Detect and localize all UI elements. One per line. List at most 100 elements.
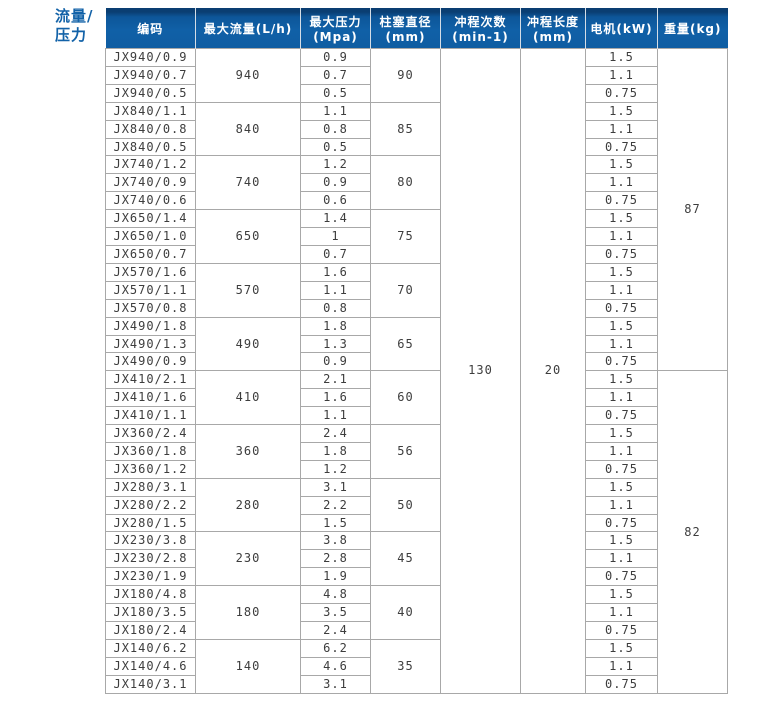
flow-cell: 230	[195, 531, 301, 587]
flow-cell: 940	[195, 48, 301, 103]
column-header-label: 冲程次数	[454, 14, 507, 29]
pressure-cell: 1.3	[300, 334, 371, 354]
motor-cell: 1.5	[585, 262, 658, 282]
header-row: 编码 最大流量(L/h) 最大压力 (Mpa) 柱塞直径 (mm) 冲程次数 (min-1) 冲…	[105, 8, 728, 49]
motor-cell: 1.1	[585, 549, 658, 569]
motor-cell: 0.75	[585, 137, 658, 157]
diameter-cell: 75	[370, 209, 441, 264]
code-cell: JX140/3.1	[105, 674, 196, 694]
column-header-label: 电机(kW)	[590, 21, 653, 36]
flow-cell: 140	[195, 638, 301, 694]
pressure-cell: 3.1	[300, 477, 371, 497]
pressure-cell: 2.2	[300, 495, 371, 515]
table-row: JX410/2.1 410 2.1 60 1.5 82	[105, 370, 728, 694]
table-row: JX180/4.8 180 4.8 40 1.5	[105, 585, 728, 640]
diameter-cell: 40	[370, 585, 441, 640]
code-cell: JX940/0.7	[105, 65, 196, 85]
column-header-0: 编码	[105, 8, 196, 49]
column-header-sub: (mm)	[385, 29, 426, 44]
table-body: JX940/0.9 940 0.9 90 130 20 1.5 87 JX940/0.7 0.7 1…	[105, 47, 728, 694]
table-row: JX180/2.4 2.4 0.75	[105, 621, 728, 640]
code-cell: JX140/4.6	[105, 656, 196, 676]
table-row: JX360/2.4 360 2.4 56 1.5	[105, 424, 728, 479]
code-cell: JX490/1.8	[105, 316, 196, 336]
motor-cell: 0.75	[585, 83, 658, 103]
code-cell: JX230/3.8	[105, 531, 196, 551]
weight-cell: 82	[657, 370, 728, 694]
pressure-cell: 3.1	[300, 674, 371, 694]
pressure-cell: 1.8	[300, 441, 371, 461]
table-row: JX740/0.9 0.9 1.1	[105, 173, 728, 193]
column-header-label: 编码	[137, 21, 164, 36]
pressure-cell: 0.9	[300, 48, 371, 67]
code-cell: JX740/0.6	[105, 191, 196, 211]
code-cell: JX410/1.1	[105, 406, 196, 426]
column-header-7: 重量(kg)	[657, 8, 728, 49]
pressure-cell: 6.2	[300, 638, 371, 658]
motor-cell: 0.75	[585, 406, 658, 426]
pressure-cell: 1.2	[300, 459, 371, 479]
table-row: JX230/1.9 1.9 0.75	[105, 567, 728, 587]
column-header-sub: (min-1)	[452, 29, 509, 44]
diameter-cell: 45	[370, 531, 441, 587]
table-row: JX360/1.8 1.8 1.1	[105, 441, 728, 461]
code-cell: JX840/1.1	[105, 101, 196, 121]
flow-cell: 840	[195, 101, 301, 157]
pressure-cell: 0.5	[300, 137, 371, 157]
pressure-cell: 0.9	[300, 173, 371, 193]
pressure-cell: 1.1	[300, 101, 371, 121]
code-cell: JX940/0.5	[105, 83, 196, 103]
code-cell: JX180/4.8	[105, 585, 196, 605]
motor-cell: 0.75	[585, 621, 658, 640]
flow-pressure-label-line2: 压力	[55, 26, 88, 44]
code-cell: JX410/1.6	[105, 388, 196, 408]
code-cell: JX490/0.9	[105, 352, 196, 372]
column-header-sub: (mm)	[533, 29, 573, 44]
code-cell: JX180/3.5	[105, 603, 196, 622]
code-cell: JX360/1.2	[105, 459, 196, 479]
diameter-cell: 70	[370, 262, 441, 318]
motor-cell: 1.1	[585, 656, 658, 676]
pressure-cell: 2.4	[300, 424, 371, 443]
pressure-cell: 1.4	[300, 209, 371, 229]
motor-cell: 1.1	[585, 173, 658, 193]
diameter-cell: 35	[370, 638, 441, 694]
motor-cell: 1.1	[585, 388, 658, 408]
table-row: JX840/0.5 0.5 0.75	[105, 137, 728, 157]
diameter-cell: 90	[370, 48, 441, 103]
code-cell: JX410/2.1	[105, 370, 196, 390]
code-cell: JX230/1.9	[105, 567, 196, 587]
table-row: JX740/1.2 740 1.2 80 1.5	[105, 155, 728, 211]
table-row: JX140/6.2 140 6.2 35 1.5	[105, 638, 728, 694]
table-row: JX840/1.1 840 1.1 85 1.5	[105, 101, 728, 157]
motor-cell: 1.1	[585, 280, 658, 300]
pressure-cell: 3.5	[300, 603, 371, 622]
motor-cell: 0.75	[585, 298, 658, 318]
motor-cell: 1.1	[585, 119, 658, 139]
table-row: JX570/1.6 570 1.6 70 1.5	[105, 262, 728, 318]
table-row: JX490/1.3 1.3 1.1	[105, 334, 728, 354]
motor-cell: 0.75	[585, 513, 658, 533]
pressure-cell: 0.7	[300, 244, 371, 264]
pressure-cell: 1.9	[300, 567, 371, 587]
diameter-cell: 56	[370, 424, 441, 479]
motor-cell: 1.1	[585, 334, 658, 354]
code-cell: JX570/1.6	[105, 262, 196, 282]
table-row: JX940/0.9 940 0.9 90 130 20 1.5 87	[105, 47, 728, 694]
pressure-cell: 1.5	[300, 513, 371, 533]
motor-cell: 1.5	[585, 424, 658, 443]
motor-cell: 0.75	[585, 352, 658, 372]
motor-cell: 1.5	[585, 531, 658, 551]
code-cell: JX650/1.0	[105, 227, 196, 246]
pressure-cell: 1.6	[300, 388, 371, 408]
pressure-cell: 1.1	[300, 280, 371, 300]
pressure-cell: 4.6	[300, 656, 371, 676]
table-row: JX940/0.5 0.5 0.75	[105, 83, 728, 103]
table-row: JX140/3.1 3.1 0.75	[105, 674, 728, 694]
motor-cell: 1.5	[585, 209, 658, 229]
weight-cell: 87	[657, 47, 728, 372]
column-header-6: 电机(kW)	[585, 8, 658, 49]
flow-cell: 180	[195, 585, 301, 640]
motor-cell: 1.5	[585, 48, 658, 67]
